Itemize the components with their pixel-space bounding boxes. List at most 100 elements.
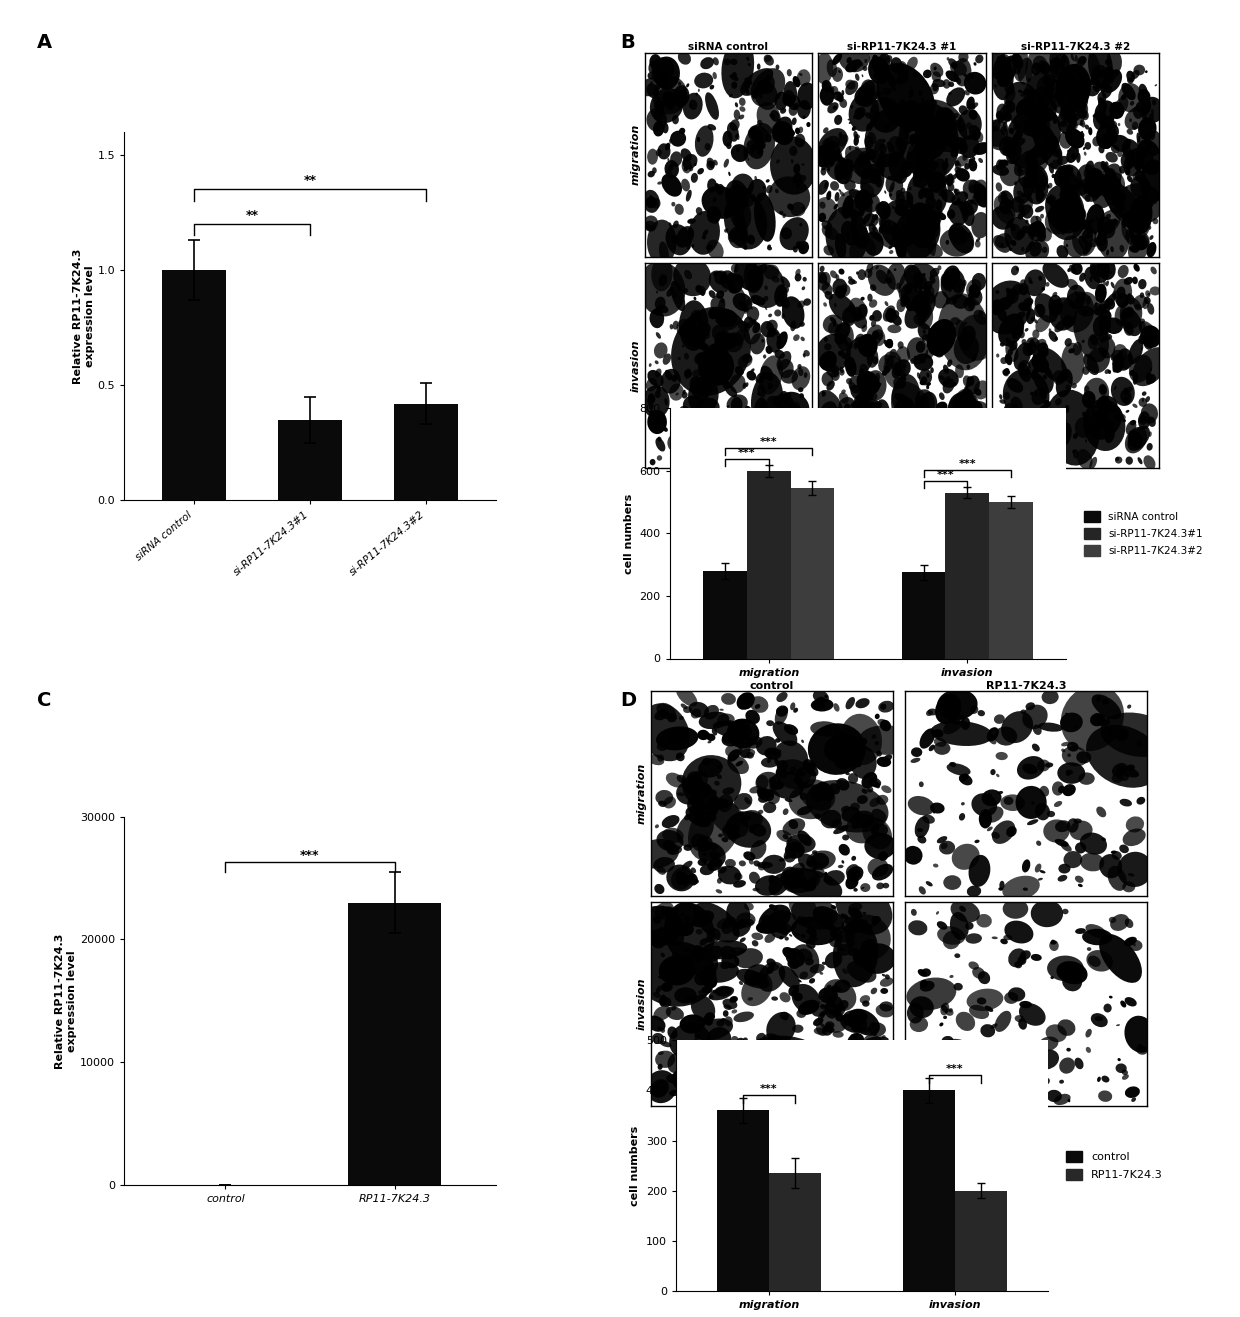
Ellipse shape <box>646 196 657 208</box>
Ellipse shape <box>701 288 704 296</box>
Ellipse shape <box>1131 1097 1136 1102</box>
Ellipse shape <box>790 944 820 980</box>
Ellipse shape <box>676 227 694 248</box>
Ellipse shape <box>1029 371 1032 374</box>
Ellipse shape <box>667 712 677 722</box>
Ellipse shape <box>920 165 924 167</box>
Ellipse shape <box>1096 412 1109 431</box>
Ellipse shape <box>1111 282 1115 288</box>
Ellipse shape <box>702 342 709 350</box>
Ellipse shape <box>744 964 769 985</box>
Ellipse shape <box>967 424 983 439</box>
Ellipse shape <box>955 954 960 957</box>
Ellipse shape <box>935 1050 939 1054</box>
Ellipse shape <box>875 449 880 456</box>
Ellipse shape <box>901 223 905 229</box>
Ellipse shape <box>972 283 975 287</box>
Ellipse shape <box>1007 221 1012 227</box>
Ellipse shape <box>1012 1075 1032 1092</box>
Ellipse shape <box>937 1059 941 1062</box>
Ellipse shape <box>662 815 680 828</box>
Ellipse shape <box>812 865 825 878</box>
Ellipse shape <box>1069 205 1085 232</box>
Ellipse shape <box>1016 448 1027 464</box>
Ellipse shape <box>830 927 842 938</box>
Ellipse shape <box>942 931 961 950</box>
Ellipse shape <box>1112 362 1118 373</box>
Ellipse shape <box>848 375 864 394</box>
Ellipse shape <box>723 1005 732 1010</box>
Ellipse shape <box>689 377 709 402</box>
Ellipse shape <box>718 794 733 813</box>
Ellipse shape <box>836 170 849 184</box>
Ellipse shape <box>999 242 1004 248</box>
Ellipse shape <box>842 307 856 327</box>
Ellipse shape <box>1054 195 1081 224</box>
Ellipse shape <box>688 103 693 108</box>
Ellipse shape <box>806 780 889 832</box>
Ellipse shape <box>967 232 971 238</box>
Ellipse shape <box>878 851 888 861</box>
Ellipse shape <box>1117 852 1153 886</box>
Text: **: ** <box>246 208 258 221</box>
Bar <box>746 471 791 658</box>
Ellipse shape <box>1075 217 1080 227</box>
Ellipse shape <box>939 392 945 400</box>
Ellipse shape <box>653 57 680 90</box>
Ellipse shape <box>968 158 973 166</box>
Ellipse shape <box>1070 53 1078 62</box>
Ellipse shape <box>1105 161 1109 170</box>
Ellipse shape <box>967 989 1003 1011</box>
Ellipse shape <box>815 1075 828 1084</box>
Ellipse shape <box>1063 75 1075 91</box>
Ellipse shape <box>909 133 918 142</box>
Ellipse shape <box>1151 266 1157 274</box>
Ellipse shape <box>746 1065 755 1073</box>
Ellipse shape <box>673 959 688 973</box>
Ellipse shape <box>703 369 708 374</box>
Ellipse shape <box>1056 51 1066 65</box>
Ellipse shape <box>660 1040 672 1047</box>
Ellipse shape <box>707 928 720 943</box>
Ellipse shape <box>777 921 785 926</box>
Ellipse shape <box>1078 79 1087 88</box>
Ellipse shape <box>838 407 843 412</box>
Ellipse shape <box>640 78 661 96</box>
Ellipse shape <box>1097 1076 1101 1083</box>
Ellipse shape <box>739 115 744 120</box>
Ellipse shape <box>909 88 914 97</box>
Ellipse shape <box>963 72 986 95</box>
Ellipse shape <box>789 819 799 830</box>
Ellipse shape <box>1126 138 1131 146</box>
Ellipse shape <box>711 344 719 349</box>
Ellipse shape <box>647 395 656 404</box>
Ellipse shape <box>882 785 892 793</box>
Ellipse shape <box>861 79 875 100</box>
Ellipse shape <box>942 132 957 148</box>
Ellipse shape <box>908 795 935 815</box>
Ellipse shape <box>766 926 774 932</box>
Ellipse shape <box>1149 113 1154 120</box>
Ellipse shape <box>1059 190 1064 199</box>
Ellipse shape <box>734 414 748 427</box>
Ellipse shape <box>1123 396 1130 406</box>
Ellipse shape <box>723 58 732 66</box>
Ellipse shape <box>904 230 910 238</box>
Ellipse shape <box>1080 97 1083 101</box>
Ellipse shape <box>867 786 873 793</box>
Ellipse shape <box>1074 1058 1084 1069</box>
Ellipse shape <box>859 62 863 67</box>
Ellipse shape <box>1034 180 1047 192</box>
Ellipse shape <box>937 211 941 216</box>
Ellipse shape <box>835 151 838 155</box>
Ellipse shape <box>1136 133 1140 142</box>
Ellipse shape <box>977 710 985 716</box>
Ellipse shape <box>889 309 899 320</box>
Ellipse shape <box>1147 242 1157 258</box>
Ellipse shape <box>949 1009 952 1013</box>
Ellipse shape <box>941 1005 949 1013</box>
Ellipse shape <box>932 216 939 224</box>
Ellipse shape <box>1111 195 1115 200</box>
Ellipse shape <box>924 80 926 84</box>
Ellipse shape <box>869 798 880 807</box>
